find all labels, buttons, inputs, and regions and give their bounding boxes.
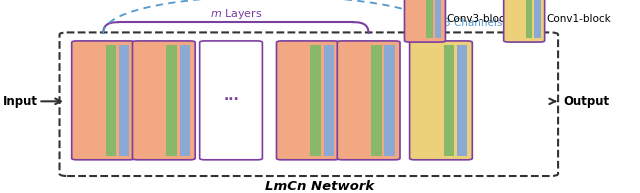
Bar <box>444 45 454 156</box>
Bar <box>310 45 321 156</box>
Bar <box>324 45 334 156</box>
Bar <box>166 45 177 156</box>
FancyBboxPatch shape <box>60 32 558 176</box>
Bar <box>435 0 442 38</box>
Bar <box>534 0 541 38</box>
Bar <box>426 0 433 38</box>
Text: Conv1-block: Conv1-block <box>546 14 611 24</box>
FancyBboxPatch shape <box>72 41 134 160</box>
Text: LmCn Network: LmCn Network <box>266 180 374 193</box>
Bar <box>179 45 190 156</box>
Bar <box>385 45 395 156</box>
Text: Input: Input <box>3 95 38 108</box>
Text: 3 Channels: 3 Channels <box>444 18 502 28</box>
Bar <box>371 45 381 156</box>
Bar <box>457 45 467 156</box>
FancyBboxPatch shape <box>276 41 339 160</box>
FancyBboxPatch shape <box>337 41 400 160</box>
Text: ···: ··· <box>223 93 239 107</box>
FancyBboxPatch shape <box>410 41 472 160</box>
FancyBboxPatch shape <box>132 41 195 160</box>
Text: $m$ Layers: $m$ Layers <box>209 7 262 21</box>
Bar <box>525 0 532 38</box>
Bar <box>119 45 129 156</box>
Bar <box>106 45 116 156</box>
FancyBboxPatch shape <box>404 0 445 42</box>
Text: Conv3-block: Conv3-block <box>447 14 511 24</box>
FancyBboxPatch shape <box>504 0 545 42</box>
Text: Output: Output <box>563 95 609 108</box>
FancyBboxPatch shape <box>200 41 262 160</box>
